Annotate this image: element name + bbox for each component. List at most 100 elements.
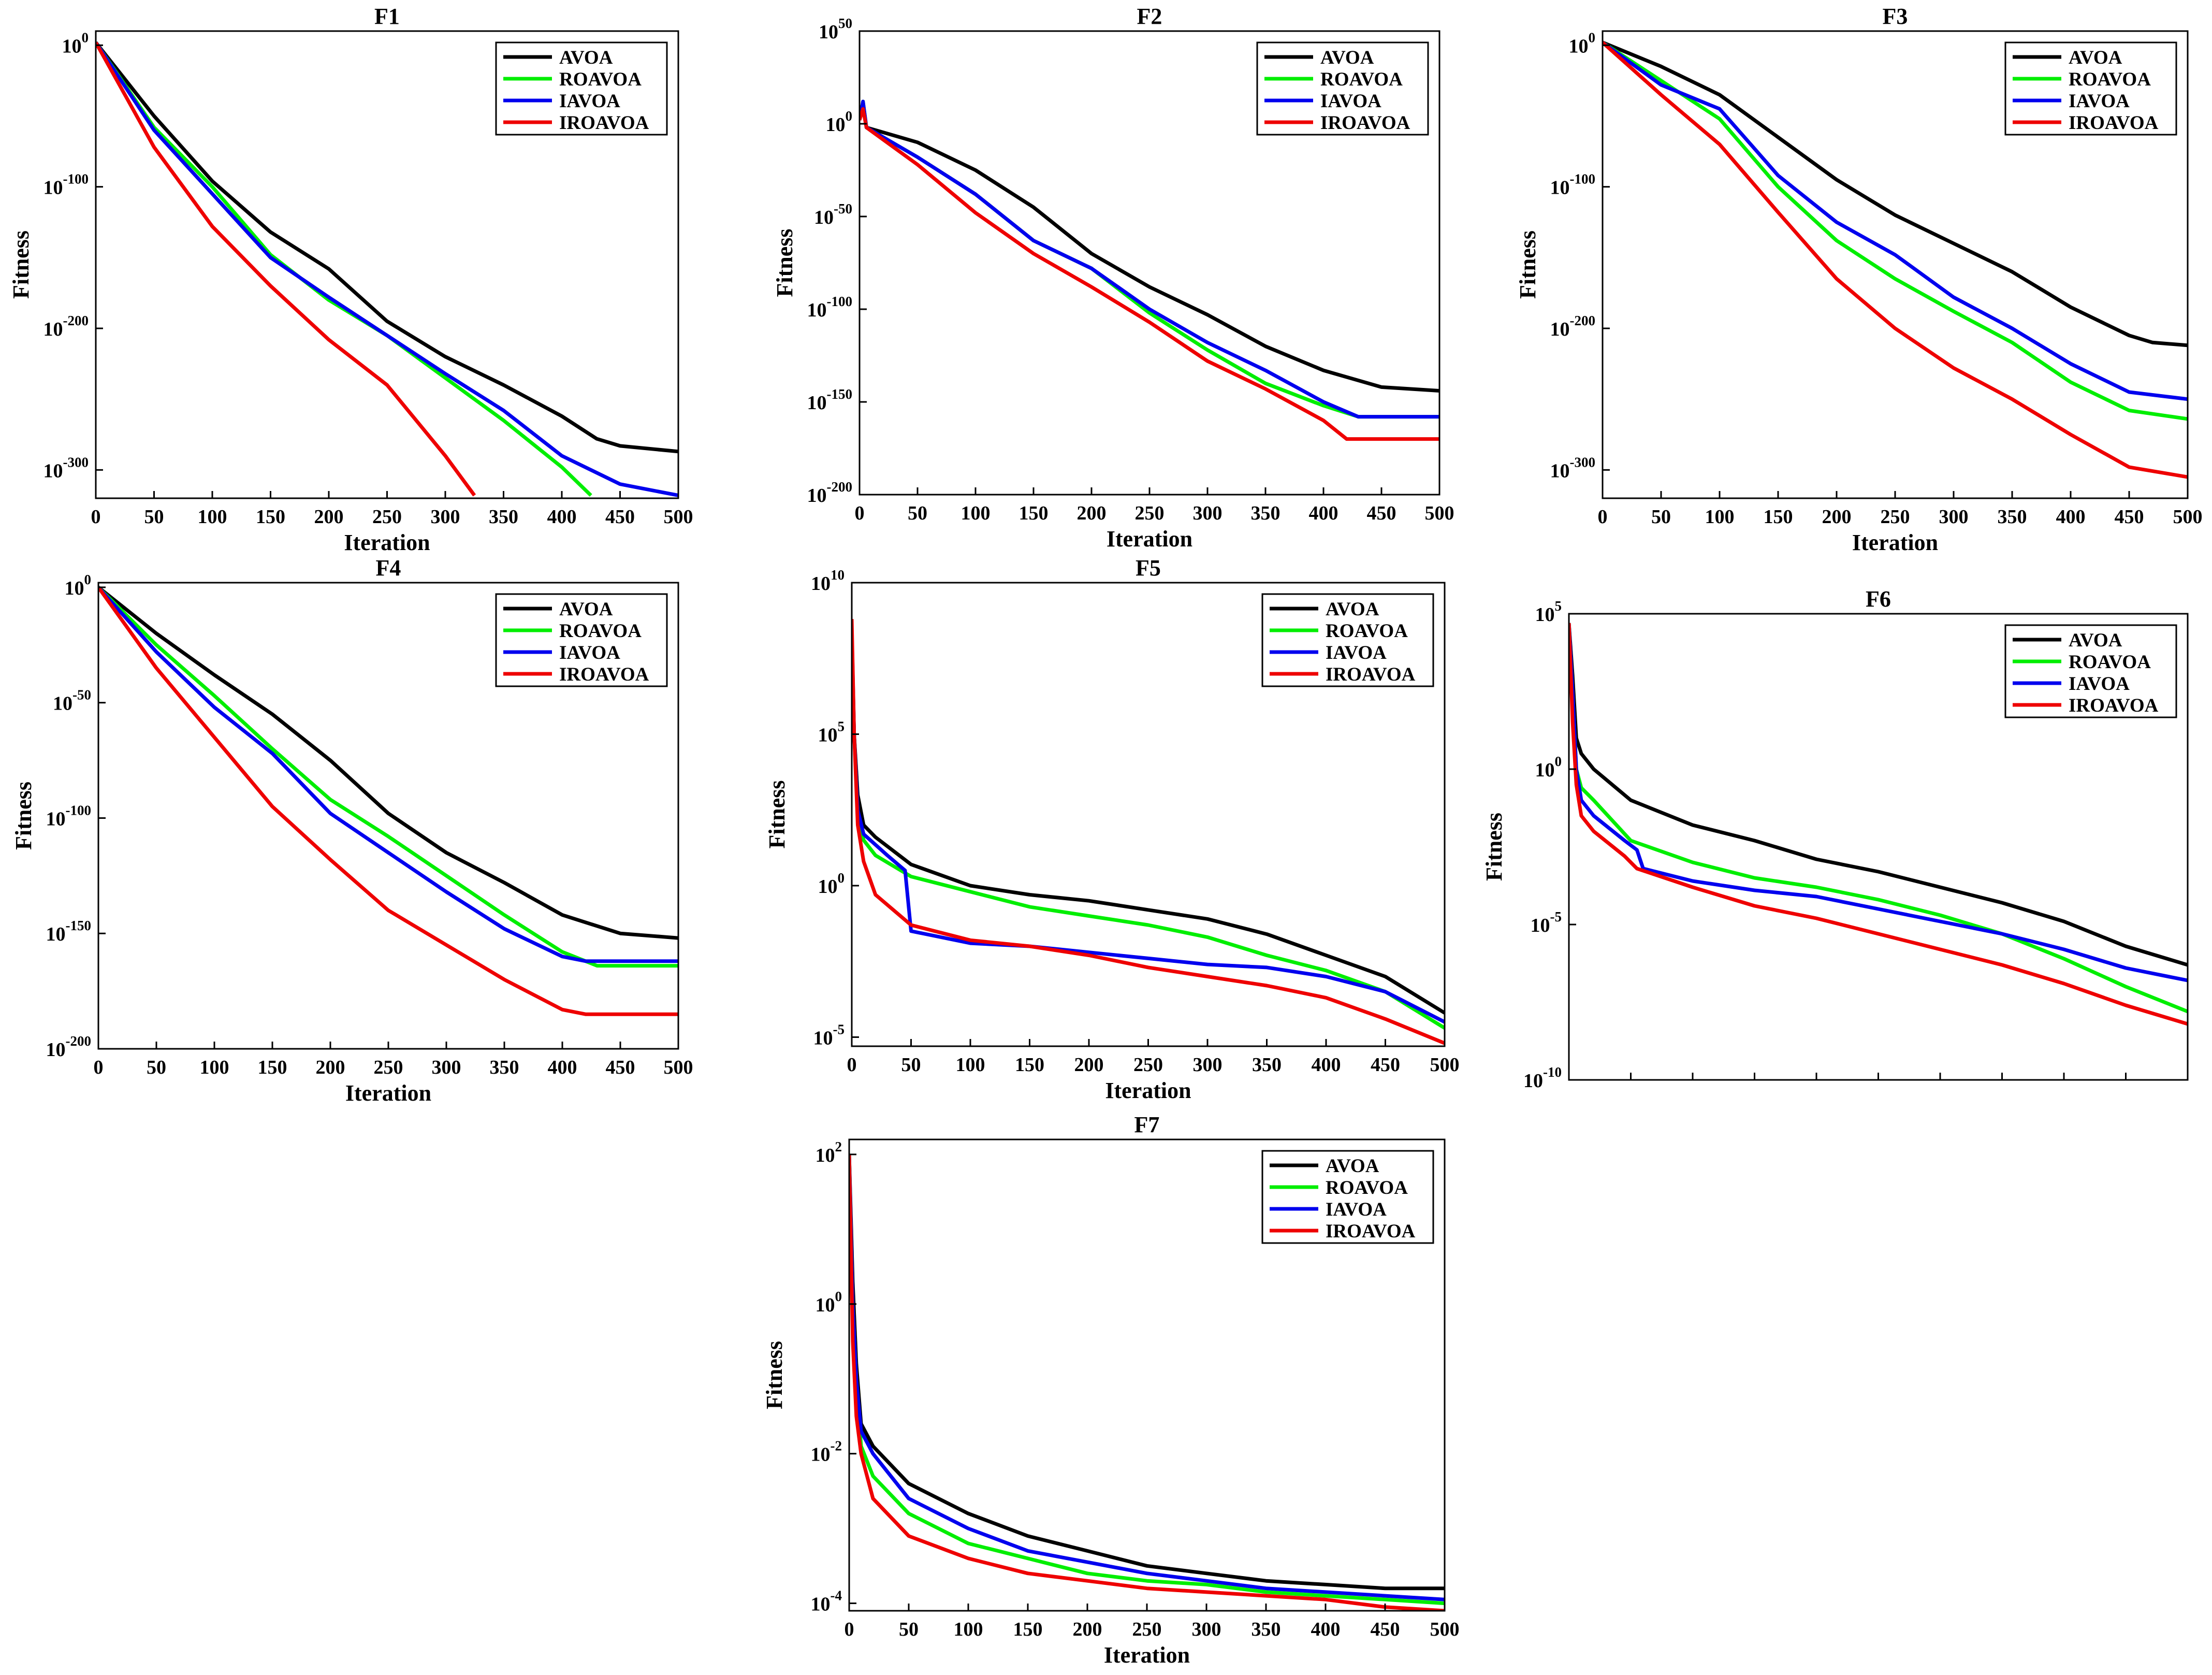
x-tick-label: 500 bbox=[2173, 506, 2203, 528]
x-tick-label: 300 bbox=[1193, 1054, 1223, 1076]
x-tick-label: 150 bbox=[1019, 502, 1049, 524]
y-tick-label: 10-200 bbox=[46, 1033, 92, 1061]
x-tick-label: 350 bbox=[1252, 1054, 1282, 1076]
x-tick-label: 400 bbox=[2056, 506, 2086, 528]
x-tick-label: 300 bbox=[432, 1057, 461, 1078]
legend-label-roavoa: ROAVOA bbox=[1326, 1177, 1408, 1199]
chart-title: F3 bbox=[1883, 4, 1908, 29]
x-tick-label: 500 bbox=[1430, 1054, 1460, 1076]
series-line-iavoa bbox=[849, 1154, 1445, 1601]
chart-title: F2 bbox=[1137, 4, 1162, 29]
x-tick-label: 250 bbox=[372, 506, 402, 528]
x-tick-label: 350 bbox=[1251, 1619, 1281, 1640]
y-tick-label: 10-50 bbox=[53, 687, 91, 715]
y-tick-label: 10-300 bbox=[1550, 454, 1596, 482]
x-tick-label: 250 bbox=[1135, 502, 1165, 524]
legend-label-iroavoa: IROAVOA bbox=[1326, 1221, 1416, 1242]
legend-label-iavoa: IAVOA bbox=[2069, 673, 2130, 695]
y-tick-label: 102 bbox=[816, 1139, 842, 1166]
chart-title: F5 bbox=[1136, 555, 1161, 581]
legend-label-avoa: AVOA bbox=[1326, 599, 1379, 620]
x-tick-label: 50 bbox=[901, 1054, 921, 1076]
y-axis-label: Fitness bbox=[762, 1341, 787, 1409]
series-line-iavoa bbox=[852, 628, 1445, 1024]
series-line-iavoa bbox=[96, 41, 678, 497]
series-line-iavoa bbox=[1569, 623, 2188, 983]
y-tick-label: 100 bbox=[816, 1289, 842, 1316]
series-line-avoa bbox=[98, 586, 678, 940]
x-tick-label: 400 bbox=[1311, 1619, 1341, 1640]
legend-label-avoa: AVOA bbox=[2069, 630, 2122, 651]
legend-label-roavoa: ROAVOA bbox=[1326, 620, 1408, 642]
x-tick-label: 350 bbox=[1251, 502, 1280, 524]
series-line-iroavoa bbox=[852, 619, 1445, 1045]
y-tick-label: 10-100 bbox=[46, 802, 92, 830]
series-line-iavoa bbox=[860, 99, 1439, 419]
x-tick-label: 50 bbox=[899, 1619, 919, 1640]
x-tick-label: 250 bbox=[1132, 1619, 1162, 1640]
legend-label-roavoa: ROAVOA bbox=[1320, 69, 1403, 90]
y-axis-label: Fitness bbox=[764, 781, 790, 849]
legend-label-iroavoa: IROAVOA bbox=[559, 664, 649, 685]
x-tick-label: 100 bbox=[198, 506, 227, 528]
y-tick-label: 1050 bbox=[819, 16, 852, 43]
x-tick-label: 100 bbox=[1705, 506, 1735, 528]
x-tick-label: 0 bbox=[1598, 506, 1608, 528]
x-axis-label: Iteration bbox=[1104, 1642, 1190, 1668]
series-line-iroavoa bbox=[98, 586, 678, 1016]
y-tick-label: 10-4 bbox=[811, 1588, 842, 1615]
x-tick-label: 200 bbox=[1077, 502, 1107, 524]
x-tick-label: 450 bbox=[2115, 506, 2144, 528]
chart-f6: 105 100 10-5 10-10 F6 Fitness AVOAROAVOAIAVOAI… bbox=[1481, 586, 2189, 1092]
legend-label-roavoa: ROAVOA bbox=[559, 620, 642, 642]
x-tick-label: 400 bbox=[1312, 1054, 1341, 1076]
x-tick-label: 350 bbox=[1998, 506, 2027, 528]
legend-label-iroavoa: IROAVOA bbox=[1326, 664, 1416, 685]
series-line-iroavoa bbox=[849, 1154, 1445, 1611]
legend-label-iavoa: IAVOA bbox=[1326, 1199, 1387, 1220]
chart-title: F7 bbox=[1134, 1112, 1160, 1137]
x-tick-label: 50 bbox=[908, 502, 927, 524]
x-tick-label: 150 bbox=[258, 1057, 287, 1078]
y-axis-label: Fitness bbox=[1481, 813, 1507, 881]
legend-label-iroavoa: IROAVOA bbox=[1320, 112, 1410, 134]
legend-label-avoa: AVOA bbox=[559, 47, 613, 68]
x-tick-label: 500 bbox=[664, 506, 693, 528]
x-tick-label: 450 bbox=[605, 506, 635, 528]
series-line-iroavoa bbox=[860, 107, 1439, 441]
y-axis-label: Fitness bbox=[1515, 230, 1540, 299]
x-tick-label: 150 bbox=[1013, 1619, 1043, 1640]
x-tick-label: 0 bbox=[847, 1054, 857, 1076]
legend-label-avoa: AVOA bbox=[1320, 47, 1374, 68]
y-tick-label: 100 bbox=[1535, 754, 1562, 781]
y-tick-label: 10-10 bbox=[1523, 1064, 1562, 1092]
series-line-roavoa bbox=[98, 586, 678, 968]
x-tick-label: 450 bbox=[1371, 1054, 1400, 1076]
series-line-avoa bbox=[852, 649, 1445, 1015]
x-tick-label: 350 bbox=[489, 506, 518, 528]
x-tick-label: 500 bbox=[1430, 1619, 1460, 1640]
y-tick-label: 100 bbox=[826, 108, 853, 136]
x-axis-label: Iteration bbox=[344, 530, 430, 555]
x-tick-label: 400 bbox=[547, 506, 577, 528]
y-tick-label: 100 bbox=[62, 30, 89, 57]
x-tick-label: 250 bbox=[374, 1057, 403, 1078]
y-tick-label: 10-300 bbox=[43, 454, 89, 482]
legend-label-iroavoa: IROAVOA bbox=[2069, 112, 2159, 134]
x-axis-label: Iteration bbox=[1105, 1078, 1191, 1103]
y-tick-label: 10-2 bbox=[811, 1438, 842, 1466]
x-tick-label: 300 bbox=[431, 506, 460, 528]
x-tick-label: 450 bbox=[606, 1057, 635, 1078]
x-tick-label: 100 bbox=[956, 1054, 985, 1076]
legend-label-iavoa: IAVOA bbox=[1326, 642, 1387, 663]
x-tick-label: 500 bbox=[664, 1057, 693, 1078]
y-tick-label: 10-5 bbox=[813, 1021, 845, 1049]
x-tick-label: 300 bbox=[1193, 502, 1223, 524]
x-tick-label: 100 bbox=[200, 1057, 229, 1078]
x-tick-label: 0 bbox=[845, 1619, 854, 1640]
x-tick-label: 200 bbox=[1074, 1054, 1104, 1076]
